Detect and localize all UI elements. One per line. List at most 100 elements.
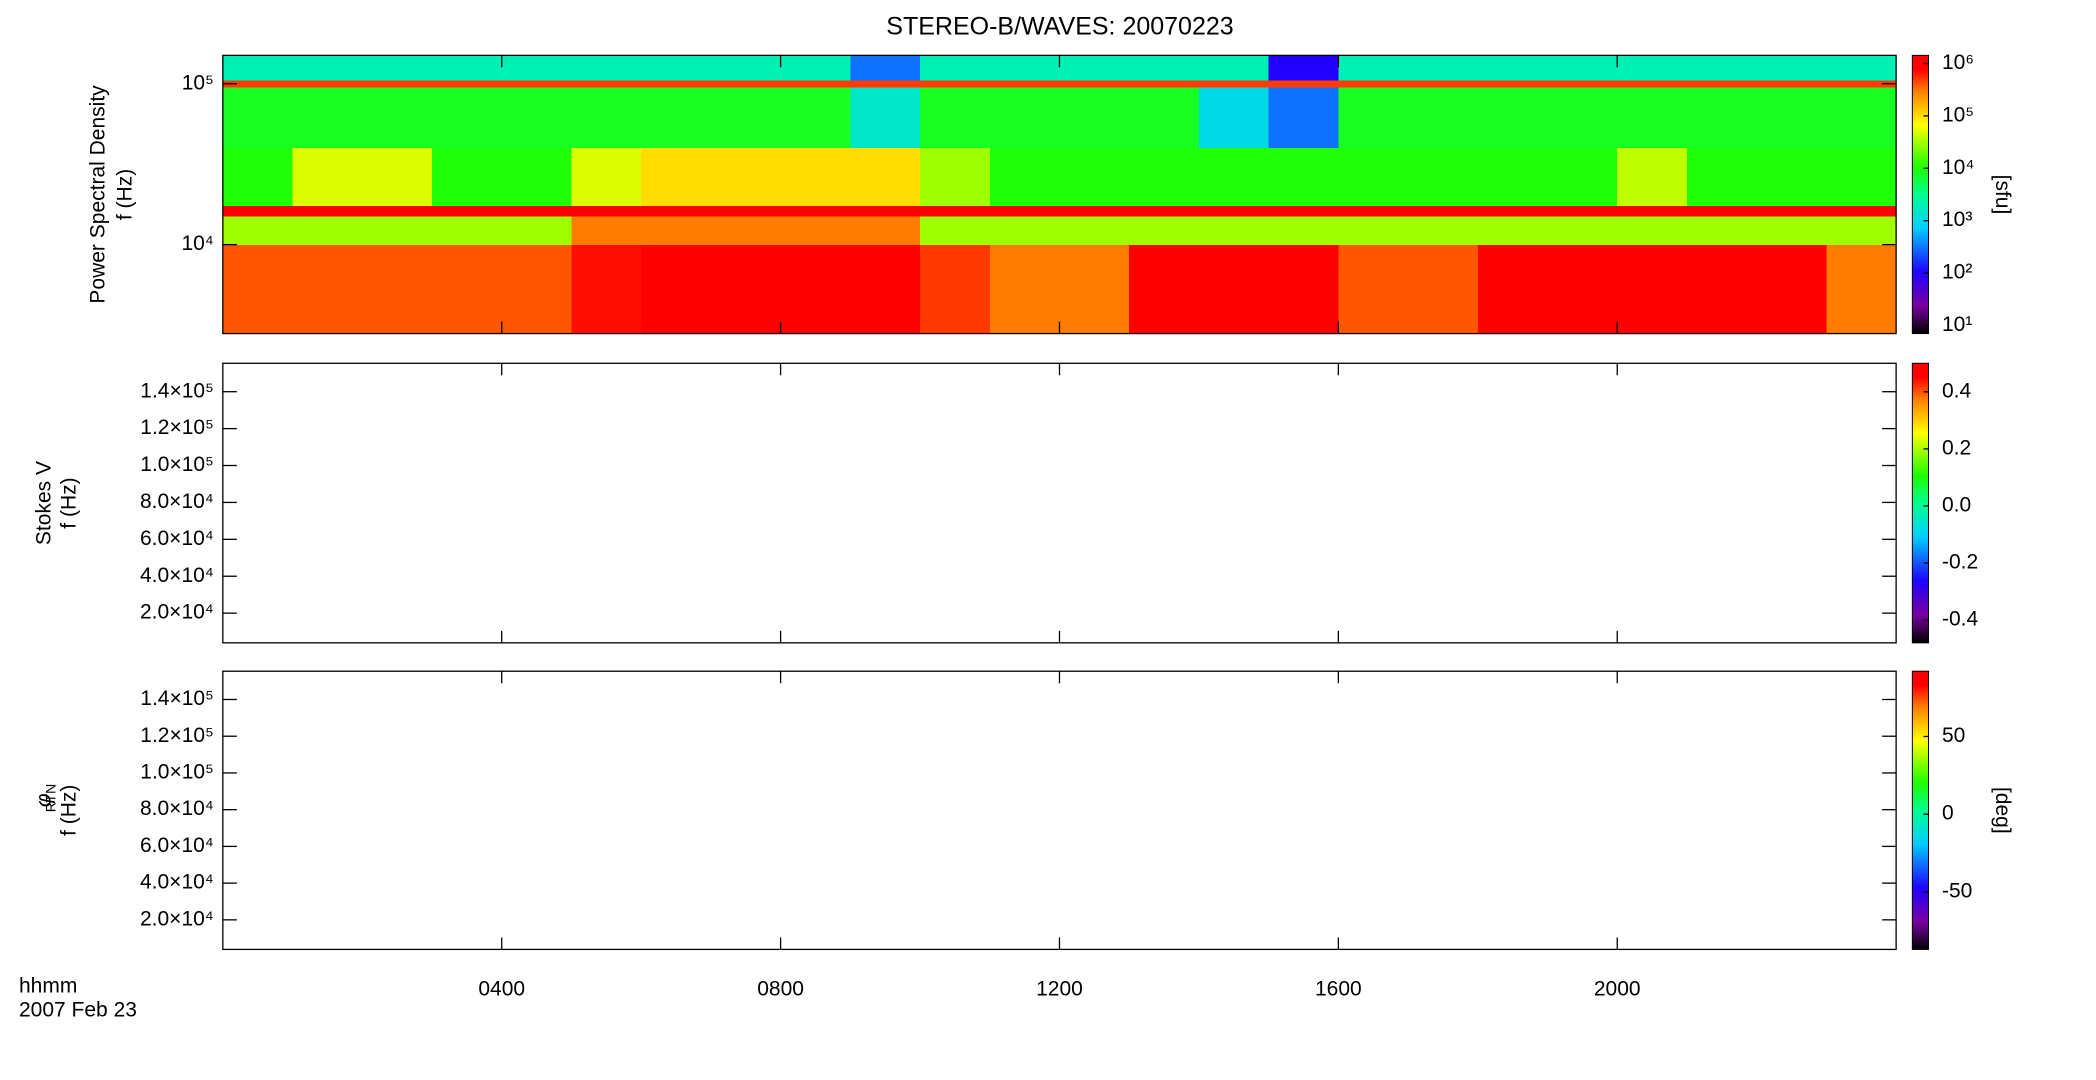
spectrogram-cell	[431, 244, 503, 334]
spectrogram-cell	[501, 55, 573, 81]
spectrogram-cell	[1756, 216, 1828, 245]
y-tick-label: 4.0×10⁴	[140, 871, 214, 894]
spectrogram-cell	[1338, 244, 1409, 334]
spectrogram-cell	[920, 147, 991, 206]
spectrogram-cell	[292, 244, 363, 334]
spectrogram-cell	[571, 87, 642, 149]
spectrogram-cell	[850, 55, 921, 81]
spectrogram-cell	[1198, 87, 1270, 149]
x-axis-label: hhmm	[19, 975, 77, 998]
spectrogram-cell	[431, 87, 503, 149]
spectrogram-cell	[710, 80, 782, 88]
y-axis-sublabel: f (Hz)	[114, 169, 137, 220]
spectrogram-cell	[920, 205, 991, 217]
colorbar-tick-label: 10⁴	[1942, 156, 1974, 179]
spectrogram-cell	[710, 244, 782, 334]
spectrogram-cell	[641, 216, 712, 245]
spectrogram-cell	[1477, 55, 1549, 81]
spectrogram-cell	[780, 205, 851, 217]
spectrogram-cell	[989, 55, 1061, 81]
spectrogram-cell	[1408, 216, 1479, 245]
spectrogram-cell	[1617, 80, 1688, 88]
y-tick-label: 10⁴	[181, 232, 213, 255]
colorbar-tick-label: 10²	[1942, 261, 1972, 284]
spectrogram-cell	[222, 244, 294, 334]
spectrogram-cell	[1477, 216, 1549, 245]
spectrogram-cell	[292, 55, 363, 81]
y-tick-label: 10⁵	[182, 71, 214, 94]
spectrogram-cell	[1268, 205, 1339, 217]
spectrogram-cell	[1756, 87, 1828, 149]
spectrogram-cell	[501, 80, 573, 88]
spectrogram-cell	[1686, 80, 1758, 88]
x-axis-date: 2007 Feb 23	[19, 999, 137, 1022]
x-tick-label: 1200	[1036, 978, 1083, 1001]
y-tick-label: 1.2×10⁵	[140, 724, 214, 747]
spectrogram-cell	[1408, 147, 1479, 206]
y-tick-label: 1.0×10⁵	[140, 760, 214, 783]
spectrogram-cell	[1059, 244, 1130, 334]
colorbar	[1911, 362, 1930, 644]
spectrogram-cell	[1198, 205, 1270, 217]
spectrogram-cell	[1408, 55, 1479, 81]
spectrogram-cell	[1268, 244, 1339, 334]
spectrogram-cell	[1547, 55, 1618, 81]
spectrogram-cell	[1268, 55, 1339, 81]
spectrogram-cell	[920, 55, 991, 81]
spectrogram-cell	[710, 216, 782, 245]
spectrogram-cell	[292, 216, 363, 245]
colorbar-tick-label: 0.0	[1942, 493, 1971, 516]
spectrogram-cell	[362, 87, 433, 149]
colorbar-tick-label: -0.4	[1942, 608, 1979, 631]
spectrogram-cell	[1338, 87, 1409, 149]
spectrogram-cell	[850, 87, 921, 149]
spectrogram-cell	[1059, 55, 1130, 81]
spectrogram-cell	[1129, 244, 1200, 334]
spectrogram-cell	[292, 147, 363, 206]
spectrogram-cell	[571, 80, 642, 88]
spectrogram-cell	[1547, 205, 1618, 217]
spectrogram-cell	[1826, 147, 1897, 206]
spectrogram-cell	[1617, 147, 1688, 206]
spectrogram-cell	[1129, 87, 1200, 149]
spectrogram-cell	[501, 216, 573, 245]
spectrogram-cell	[431, 55, 503, 81]
spectrogram-cell	[1826, 244, 1897, 334]
spectrogram-cell	[362, 216, 433, 245]
spectrogram-cell	[1408, 87, 1479, 149]
colorbar-tick-label: 10¹	[1942, 313, 1972, 336]
spectrogram-cell	[989, 87, 1061, 149]
y-axis-label: Stokes V	[33, 461, 56, 545]
spectrogram-cell	[1198, 147, 1270, 206]
spectrogram-cell	[1268, 87, 1339, 149]
spectrogram-cell	[850, 216, 921, 245]
spectrogram-cell	[850, 244, 921, 334]
spectrogram-cell	[1408, 205, 1479, 217]
spectrogram-cell	[1686, 216, 1758, 245]
spectrogram-cell	[989, 205, 1061, 217]
y-tick-label: 6.0×10⁴	[140, 834, 214, 857]
spectrogram-cell	[1547, 147, 1618, 206]
spectrogram-cell	[780, 216, 851, 245]
spectrogram-cell	[1129, 80, 1200, 88]
spectrogram-cell	[501, 87, 573, 149]
spectrogram-cell	[1198, 80, 1270, 88]
spectrogram-cell	[1198, 216, 1270, 245]
colorbar-label: [sfu]	[1991, 175, 2014, 215]
y-tick-label: 1.4×10⁵	[140, 687, 214, 710]
spectrogram-cell	[780, 55, 851, 81]
spectrogram-cell	[222, 80, 294, 88]
spectrogram-cell	[1547, 216, 1618, 245]
spectrogram-cell	[1686, 87, 1758, 149]
colorbar-tick-label: -0.2	[1942, 551, 1978, 574]
y-tick-label: 8.0×10⁴	[140, 797, 214, 820]
spectrogram-cell	[1198, 244, 1270, 334]
spectrogram-cell	[571, 147, 642, 206]
spectrogram-cell	[1129, 216, 1200, 245]
spectrogram-cell	[1477, 87, 1549, 149]
spectrogram-cell	[780, 244, 851, 334]
spectrogram-cell	[501, 244, 573, 334]
spectrogram-cell	[1617, 55, 1688, 81]
spectrogram-cell	[641, 244, 712, 334]
